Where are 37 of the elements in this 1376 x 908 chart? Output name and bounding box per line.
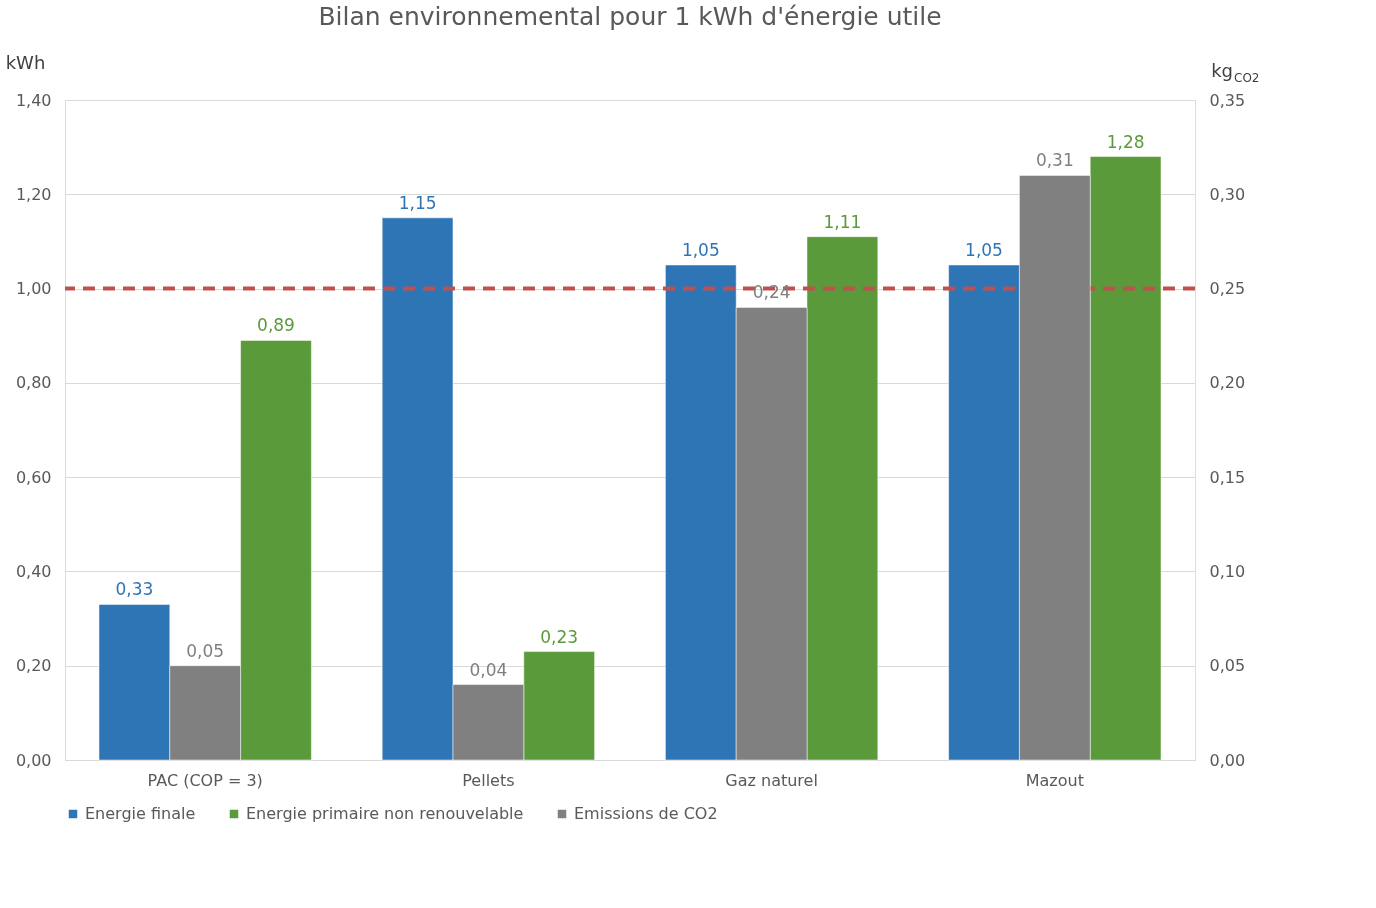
data-label: 1,28 (1106, 131, 1145, 152)
y2-tick-label: 0,15 (1209, 467, 1246, 487)
legend-label: Energie finale (85, 804, 196, 823)
y-tick-label: 0,20 (15, 656, 52, 676)
y2-tick-label: 0,00 (1209, 750, 1246, 770)
y-tick-label: 0,00 (15, 750, 52, 770)
y-tick-label: 0,40 (15, 561, 52, 581)
data-label: 0,05 (186, 640, 225, 661)
x-tick-label: Pellets (462, 770, 515, 790)
y2-tick-label: 0,20 (1209, 373, 1246, 393)
x-tick-label: Mazout (1025, 770, 1084, 790)
data-label: 0,24 (752, 282, 791, 303)
y-tick-label: 1,20 (15, 184, 52, 204)
legend-label: Emissions de CO2 (574, 804, 718, 823)
data-label: 0,04 (469, 659, 508, 680)
data-label: 0,89 (257, 315, 295, 336)
data-label: 0,33 (115, 579, 154, 600)
y2-tick-label: 0,05 (1209, 656, 1246, 676)
data-label: 0,31 (1035, 150, 1074, 171)
y-tick-label: 0,80 (15, 373, 52, 393)
data-label: 1,15 (398, 192, 437, 213)
data-label: 1,11 (823, 211, 862, 232)
chart-title: Bilan environnemental pour 1 kWh d'énergie utile (318, 2, 942, 31)
data-label: 1,05 (681, 240, 720, 260)
y-tick-label: 1,00 (15, 279, 52, 299)
y-tick-label: 1,40 (15, 90, 52, 110)
x-tick-label: Gaz naturel (725, 770, 818, 790)
x-tick-label: PAC (COP = 3) (147, 770, 263, 790)
y2-tick-label: 0,30 (1209, 184, 1246, 204)
legend-label: Energie primaire non renouvelable (246, 804, 524, 823)
y2-tick-label: 0,25 (1209, 279, 1246, 299)
y-axis-title: kWh (5, 51, 46, 73)
y-tick-label: 0,60 (15, 467, 52, 487)
data-label: 1,05 (965, 240, 1003, 260)
y2-tick-label: 0,10 (1209, 561, 1246, 581)
data-label: 0,23 (540, 626, 579, 647)
y2-tick-label: 0,35 (1209, 90, 1246, 110)
